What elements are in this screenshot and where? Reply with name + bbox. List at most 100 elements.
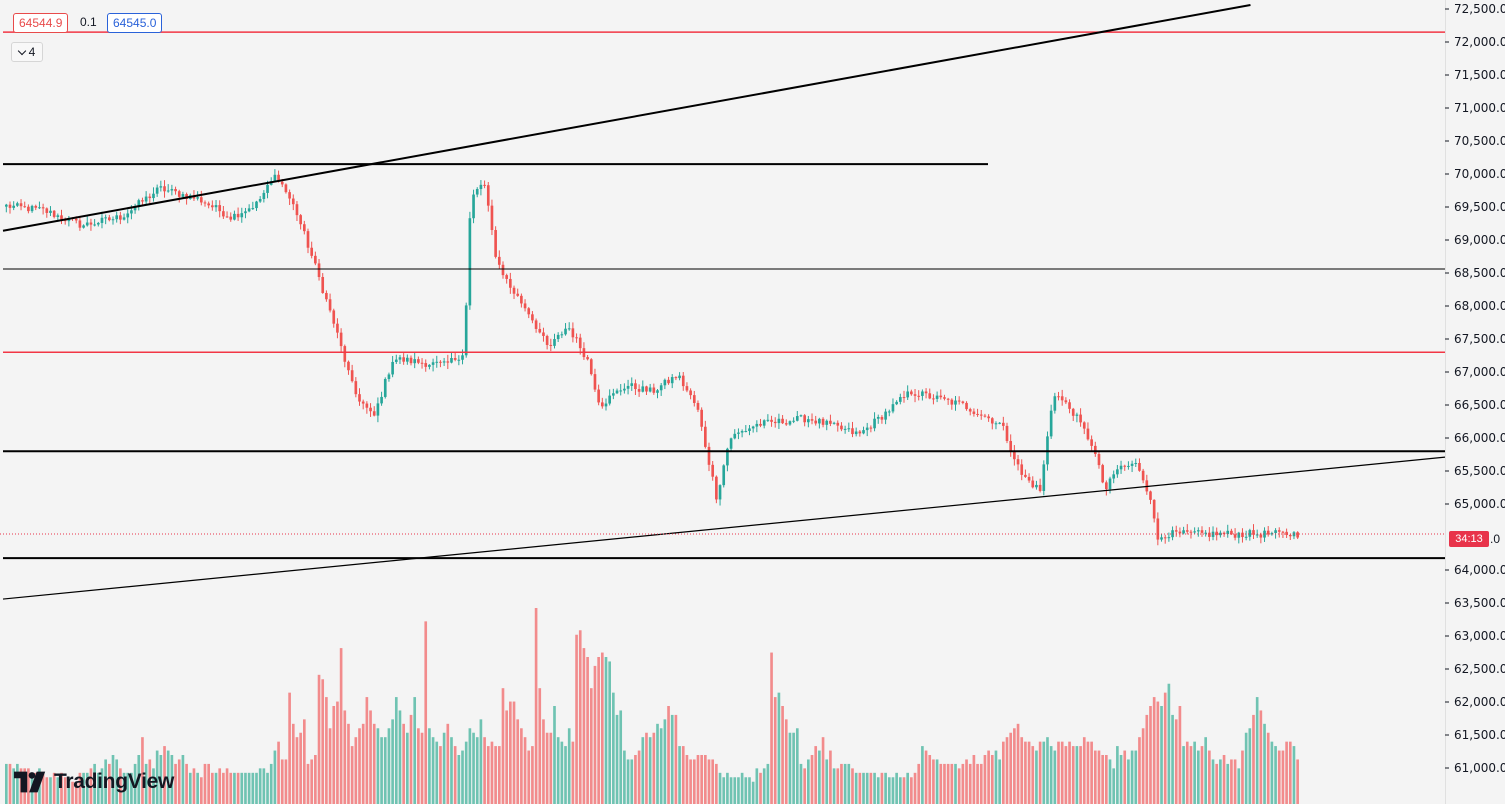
candle	[843, 425, 847, 434]
candle-body	[755, 423, 759, 427]
candle-body	[303, 224, 306, 232]
volume-bar	[280, 759, 284, 804]
volume-bar	[1009, 732, 1013, 804]
volume-bar	[350, 746, 354, 804]
candle	[597, 384, 600, 406]
candle	[343, 344, 347, 368]
candle	[251, 201, 255, 210]
candle-body	[770, 419, 773, 422]
volume-bar	[656, 723, 659, 804]
volume-bar	[994, 750, 998, 804]
candle	[457, 355, 461, 366]
candle	[1119, 460, 1123, 474]
volume-bar	[148, 759, 152, 804]
volume-bar	[89, 768, 93, 804]
candle	[111, 216, 115, 225]
candle-body	[1174, 530, 1178, 532]
candle-body	[810, 419, 814, 421]
tradingview-logo[interactable]: TradingView	[14, 770, 174, 794]
candle-body	[1016, 459, 1020, 465]
candle-body	[1204, 532, 1207, 534]
candle-body	[1075, 414, 1079, 416]
volume-bar	[222, 772, 225, 804]
volume-bar	[873, 772, 876, 804]
candle-body	[372, 411, 376, 416]
candle-body	[637, 389, 641, 392]
price-axis-tick-label: 63,500.0	[1454, 596, 1505, 610]
candle	[166, 184, 170, 193]
candle-body	[751, 426, 755, 429]
volume-bar	[291, 723, 295, 804]
candle-body	[523, 303, 527, 309]
candle	[1178, 527, 1182, 538]
candle-body	[1002, 422, 1005, 426]
candle	[1211, 526, 1215, 541]
candle-body	[1281, 531, 1285, 533]
volume-bar	[152, 768, 155, 804]
indicators-toggle-button[interactable]: 4	[11, 42, 43, 62]
price-axis[interactable]: 72,500.0 72,000.0 71,500.0 71,000.0 70,500.0…	[1445, 0, 1505, 804]
candle	[748, 425, 751, 436]
candle	[1082, 421, 1086, 435]
candle	[1167, 532, 1171, 542]
candle-body	[1248, 530, 1252, 537]
price-axis-tick-label: 66,000.0	[1454, 431, 1505, 445]
candle	[865, 422, 869, 437]
volume-bar	[1082, 737, 1086, 804]
volume-bar	[1138, 737, 1141, 804]
volume-bar	[1156, 701, 1160, 804]
candle-body	[299, 215, 302, 225]
trendline[interactable]	[2, 4, 1251, 232]
ask-price[interactable]: 64545.0	[107, 13, 163, 33]
candle	[152, 187, 155, 202]
candle-body	[913, 394, 917, 396]
candle-body	[795, 416, 799, 421]
volume-bar	[840, 763, 843, 804]
price-axis-tick-label: 64,000.0	[1454, 563, 1505, 577]
price-axis-tick-label: 61,000.0	[1454, 761, 1505, 775]
trendline[interactable]	[2, 456, 1446, 600]
candle-body	[634, 383, 637, 390]
candle	[626, 379, 630, 395]
volume-bar	[376, 728, 380, 804]
price-axis-tick-label: 72,000.0	[1454, 35, 1505, 49]
candle-body	[1123, 465, 1127, 467]
volume-bar	[531, 746, 534, 804]
candle-body	[571, 328, 575, 338]
candle-body	[387, 374, 391, 379]
volume-bar	[718, 772, 722, 804]
candle-body	[884, 411, 887, 420]
candle-body	[733, 433, 737, 439]
volume-bar	[961, 763, 965, 804]
candle-body	[494, 230, 497, 257]
candle	[965, 401, 968, 411]
volume-bar	[188, 772, 192, 804]
candle-body	[807, 419, 810, 423]
candle	[1105, 480, 1108, 496]
candle	[218, 200, 222, 218]
candle	[604, 398, 608, 411]
candle	[527, 307, 531, 319]
volume-bar	[284, 759, 288, 804]
candle-body	[729, 438, 733, 449]
candle-body	[1296, 532, 1299, 538]
candle	[678, 372, 681, 381]
volume-bar	[251, 772, 255, 804]
bid-price[interactable]: 64544.9	[13, 13, 69, 33]
volume-bar	[821, 737, 825, 804]
candle	[770, 415, 773, 427]
volume-bar	[1255, 697, 1259, 804]
candle-body	[402, 357, 405, 362]
volume-bar	[406, 732, 409, 804]
candle	[229, 212, 233, 222]
volume-bar	[781, 706, 784, 804]
candle	[236, 207, 240, 221]
candle-body	[858, 431, 862, 434]
volume-bar	[943, 763, 946, 804]
candle	[847, 422, 851, 432]
candle	[1064, 397, 1068, 405]
candle	[634, 379, 637, 395]
candle-body	[1259, 534, 1263, 538]
candle	[505, 273, 508, 284]
